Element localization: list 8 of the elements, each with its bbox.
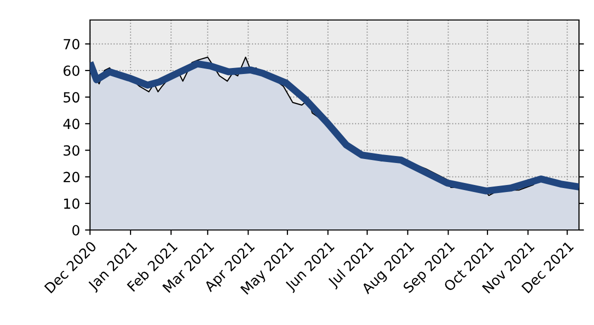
y-tick-label: 50 — [64, 92, 80, 103]
y-tick-label: 70 — [64, 38, 80, 50]
y-tick-label: 10 — [64, 198, 80, 209]
y-tick-label: 0 — [72, 224, 80, 236]
y-tick-label: 20 — [64, 172, 80, 182]
y-tick-label: 60 — [64, 65, 80, 76]
y-tick-label: 30 — [64, 145, 80, 156]
y-tick-label: 40 — [63, 118, 80, 130]
